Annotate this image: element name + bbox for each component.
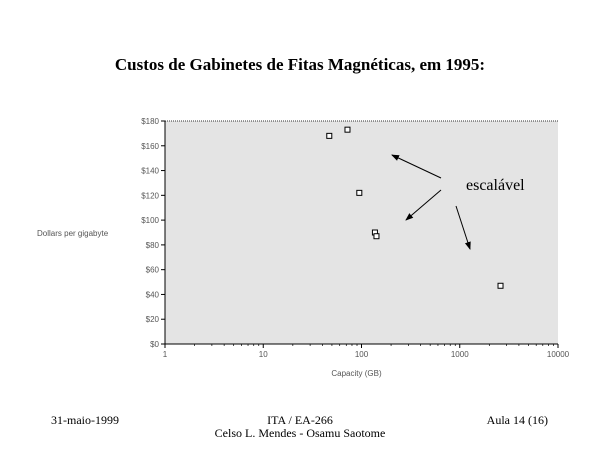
annotation-arrow: [391, 154, 442, 179]
data-point: [326, 132, 333, 139]
y-tick-label: $60: [146, 266, 160, 275]
x-axis-label: Capacity (GB): [331, 369, 382, 378]
y-tick-label: $20: [146, 315, 160, 324]
footer-course-code: ITA / EA-266: [267, 413, 333, 427]
x-tick-label: 100: [355, 350, 369, 359]
y-axis-ticks: $0 $20 $40 $60 $80 $100 $120 $140 $160 $180: [141, 117, 165, 349]
y-tick-label: $0: [150, 340, 159, 349]
x-tick-label: 10000: [547, 350, 570, 359]
plot-area: [165, 121, 558, 344]
slide-title: Custos de Gabinetes de Fitas Magnéticas,…: [114, 55, 486, 74]
y-tick-label: $100: [141, 216, 159, 225]
scatter-points: [326, 126, 504, 289]
footer-date: 31-maio-1999: [51, 413, 119, 427]
x-tick-label: 1000: [451, 350, 469, 359]
y-axis-label: Dollars per gigabyte: [37, 229, 109, 238]
data-point: [344, 126, 351, 133]
x-axis-ticks: 1 10 100 1000 10000: [163, 344, 570, 359]
annotation-arrows: [391, 154, 471, 250]
y-tick-label: $80: [146, 241, 160, 250]
annotation-arrow: [455, 205, 471, 250]
data-point: [356, 189, 363, 196]
footer-lecture: Aula 14 (16): [486, 413, 548, 427]
annotation-arrow: [405, 189, 442, 221]
data-point: [373, 233, 380, 240]
y-tick-label: $180: [141, 117, 159, 126]
data-point: [497, 282, 504, 289]
x-tick-label: 1: [163, 350, 168, 359]
footer-course: ITA / EA-266 Celso L. Mendes - Osamu Sao…: [180, 414, 420, 440]
y-tick-label: $160: [141, 142, 159, 151]
y-tick-label: $40: [146, 290, 160, 299]
y-tick-label: $140: [141, 167, 159, 176]
x-tick-label: 10: [259, 350, 268, 359]
footer-authors: Celso L. Mendes - Osamu Saotome: [214, 426, 386, 440]
y-tick-label: $120: [141, 191, 159, 200]
annotation-escalavel: escalável: [466, 177, 525, 194]
